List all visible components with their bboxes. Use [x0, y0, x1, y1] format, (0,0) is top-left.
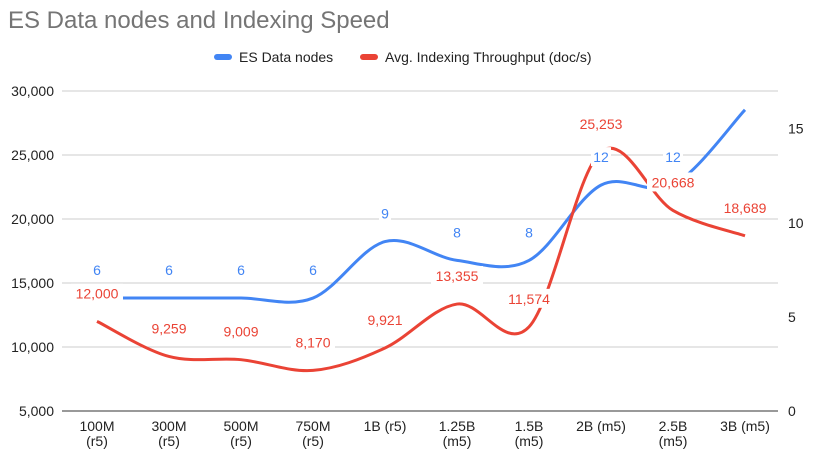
series-line-0: [96, 108, 747, 304]
x-tick-label: (m5): [443, 433, 472, 449]
x-tick-label: 2.5B: [659, 418, 688, 434]
data-label: 9,259: [151, 320, 186, 336]
x-tick-label: 1B (r5): [364, 418, 407, 434]
data-label: 6: [93, 262, 101, 278]
data-label: 8: [453, 224, 461, 240]
x-tick-label: (m5): [659, 433, 688, 449]
data-label: 6: [165, 262, 173, 278]
x-tick-label: (r5): [230, 433, 252, 449]
left-tick-label: 10,000: [11, 339, 54, 355]
right-tick-label: 10: [788, 215, 804, 231]
x-tick-label: 300M: [151, 418, 186, 434]
data-label: 8: [525, 224, 533, 240]
x-tick-label: (r5): [86, 433, 108, 449]
left-tick-label: 25,000: [11, 147, 54, 163]
x-tick-label: 750M: [295, 418, 330, 434]
data-label: 6: [309, 262, 317, 278]
legend-label-es-data-nodes: ES Data nodes: [239, 49, 333, 65]
data-label-background: [523, 222, 535, 242]
data-label-background: [147, 318, 191, 338]
data-label: 9,921: [367, 312, 402, 328]
data-label: 12: [665, 149, 681, 165]
data-label-background: [663, 147, 683, 167]
left-tick-label: 20,000: [11, 211, 54, 227]
left-axis: 5,000 10,000 15,000 20,000 25,000 30,000: [11, 83, 54, 419]
data-label-background: [235, 260, 247, 280]
data-label-background: [431, 266, 483, 286]
data-label-background: [307, 260, 319, 280]
data-label-background: [71, 283, 123, 303]
x-tick-label: 2B (m5): [576, 418, 626, 434]
series-line-1: [96, 146, 746, 373]
data-label: 6: [237, 262, 245, 278]
x-tick-label: 3B (m5): [720, 418, 770, 434]
gridlines: [62, 90, 778, 412]
data-label: 12,000: [76, 285, 119, 301]
data-label-background: [291, 332, 335, 352]
right-tick-label: 0: [788, 403, 796, 419]
data-label-background: [719, 197, 771, 217]
data-label-background: [379, 203, 391, 223]
legend-swatch-es-data-nodes: [214, 54, 232, 60]
legend[interactable]: ES Data nodes Avg. Indexing Throughput (…: [214, 49, 592, 65]
x-tick-label: (m5): [515, 433, 544, 449]
data-label: 12: [593, 149, 609, 165]
data-label: 20,668: [652, 174, 695, 190]
data-label-background: [591, 147, 611, 167]
legend-swatch-throughput: [360, 54, 378, 60]
x-tick-label: 500M: [223, 418, 258, 434]
data-label: 8,170: [295, 334, 330, 350]
right-axis: 0 5 10 15: [788, 121, 804, 419]
data-label-background: [163, 260, 175, 280]
chart-title: ES Data nodes and Indexing Speed: [8, 7, 390, 34]
right-tick-label: 15: [788, 121, 804, 137]
x-axis: 100M(r5)300M(r5)500M(r5)750M(r5)1B (r5) 1…: [79, 418, 769, 449]
data-label: 18,689: [724, 200, 767, 216]
x-tick-label: 100M: [79, 418, 114, 434]
data-label-background: [91, 260, 103, 280]
left-tick-label: 5,000: [19, 403, 54, 419]
series-lines: [96, 108, 747, 373]
x-tick-label: (r5): [158, 433, 180, 449]
data-label-background: [647, 172, 699, 192]
x-tick-label: 1.25B: [439, 418, 476, 434]
data-label: 25,253: [580, 116, 623, 132]
x-tick-label: (r5): [302, 433, 324, 449]
data-label-background: [451, 222, 463, 242]
data-label-background: [575, 113, 627, 133]
data-label: 13,355: [436, 268, 479, 284]
legend-label-throughput: Avg. Indexing Throughput (doc/s): [385, 49, 592, 65]
left-tick-label: 30,000: [11, 83, 54, 99]
data-label: 11,574: [508, 291, 550, 307]
data-labels: 6 6 6 6 9 8 8 12 12 12,000 9,259 9,009 8,170 9,921 13,…: [71, 113, 771, 352]
data-label: 9: [381, 206, 389, 222]
right-tick-label: 5: [788, 309, 796, 325]
data-label-background: [363, 310, 407, 330]
data-label-background: [503, 288, 555, 308]
left-tick-label: 15,000: [11, 275, 54, 291]
data-label: 9,009: [223, 324, 258, 340]
data-label-background: [219, 321, 263, 341]
x-tick-label: 1.5B: [515, 418, 544, 434]
